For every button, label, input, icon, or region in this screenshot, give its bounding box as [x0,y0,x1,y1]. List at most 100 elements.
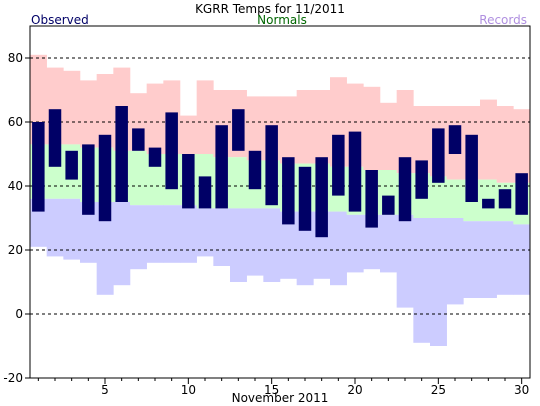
observed-bar-day-26 [448,125,462,154]
record-low-band-day-7 [130,205,147,270]
record-low-band-day-27 [463,221,481,298]
normal-band-day-7 [130,150,147,206]
record-high-band-day-14 [246,96,264,161]
record-high-band-day-24 [413,106,431,174]
observed-bar-day-5 [98,134,112,222]
legend-normals: Normals [257,13,307,27]
observed-bar-day-19 [332,134,345,196]
record-low-band-day-16 [280,211,297,279]
record-low-band-day-2 [46,198,64,257]
observed-bar-day-2 [48,109,62,167]
observed-bar-day-6 [115,106,128,202]
observed-bar-day-1 [32,122,45,212]
x-tick-label-30: 30 [514,383,529,397]
observed-bar-day-15 [265,125,278,206]
observed-bar-day-4 [82,144,95,215]
record-low-band-day-26 [446,218,464,305]
plot-frame [29,25,531,379]
record-low-band-day-29 [496,221,514,295]
record-low-band-day-8 [146,205,164,263]
record-high-band-day-4 [80,80,97,148]
record-low-band-day-20 [346,214,364,273]
observed-bar-day-24 [415,160,428,199]
y-tick-label-0: 0 [15,307,23,321]
y-tick-label-20: 20 [8,243,23,257]
x-tick-label-5: 5 [101,383,109,397]
normal-band-day-26 [446,179,464,218]
record-low-band-day-4 [80,202,97,263]
record-low-band-day-25 [430,218,447,346]
legend-observed: Observed [31,13,89,27]
axes-layer: -20 0 20 40 60 80 5 10 15 20 25 30 [3,51,529,397]
record-high-band-day-8 [146,83,164,154]
observed-bar-day-28 [482,198,495,209]
grid-layer [30,57,530,315]
observed-bar-day-12 [215,125,228,209]
observed-bar-day-13 [232,109,245,151]
record-low-band-day-11 [196,208,214,257]
record-low-band-day-13 [230,208,247,282]
record-low-band-day-22 [380,214,397,273]
record-high-band-day-11 [196,80,214,154]
record-high-band-day-5 [96,74,114,148]
x-tick-label-25: 25 [431,383,446,397]
normal-band-day-13 [230,157,247,209]
record-low-band-day-15 [263,208,281,282]
observed-bar-day-30 [515,173,528,215]
y-tick-label-40: 40 [8,179,23,193]
observed-bar-day-11 [198,176,212,209]
record-high-band-day-30 [513,109,531,183]
observed-bar-day-3 [65,150,78,180]
record-low-band-day-19 [330,211,347,286]
record-low-band-day-12 [213,208,231,266]
x-axis-label: November 2011 [232,391,329,405]
observed-bar-day-7 [132,128,145,151]
record-high-band-day-10 [180,115,197,154]
observed-bar-day-21 [365,170,378,228]
y-tick-label--20: -20 [3,371,23,385]
observed-bar-day-29 [498,189,512,209]
record-low-band-day-10 [180,205,197,263]
record-high-band-day-16 [280,96,297,164]
record-low-band-day-14 [246,208,264,276]
record-high-band-day-29 [496,106,514,183]
record-low-band-day-24 [413,218,431,343]
record-low-band-day-23 [396,214,414,308]
observed-bar-day-10 [182,154,195,209]
observed-bar-day-14 [248,150,262,190]
observed-bar-day-9 [165,112,178,190]
record-high-band-day-18 [313,90,331,164]
normal-band-day-25 [430,176,447,218]
record-high-band-day-22 [380,102,397,170]
record-low-band-day-28 [480,221,497,298]
chart-title: KGRR Temps for 11/2011 [195,2,345,16]
record-high-band-day-21 [363,86,381,170]
x-tick-label-15: 15 [264,383,279,397]
x-tick-label-20: 20 [347,383,362,397]
observed-bar-day-16 [282,157,295,225]
legend-records: Records [479,13,527,27]
observed-bar-day-23 [398,157,412,222]
observed-bar-day-20 [348,131,362,212]
record-low-band-day-21 [363,214,381,270]
observed-bar-day-18 [315,157,328,238]
record-low-band-day-3 [63,198,81,260]
record-low-band-day-6 [113,202,131,286]
x-tick-label-10: 10 [181,383,196,397]
observed-bar-day-22 [382,195,395,215]
record-low-band-day-5 [96,202,114,295]
record-high-band-day-28 [480,99,497,180]
observed-bar-day-25 [432,128,445,183]
record-low-band-day-30 [513,224,531,295]
record-high-band-day-3 [63,70,81,145]
observed-layer [32,106,528,238]
record-low-band-day-9 [163,205,181,263]
observed-bar-day-8 [148,147,162,167]
record-high-band-day-23 [396,90,414,174]
observed-bar-day-27 [465,134,478,202]
y-tick-label-80: 80 [8,51,23,65]
y-tick-label-60: 60 [8,115,23,129]
observed-bar-day-17 [298,166,312,231]
record-high-band-day-17 [296,90,314,164]
